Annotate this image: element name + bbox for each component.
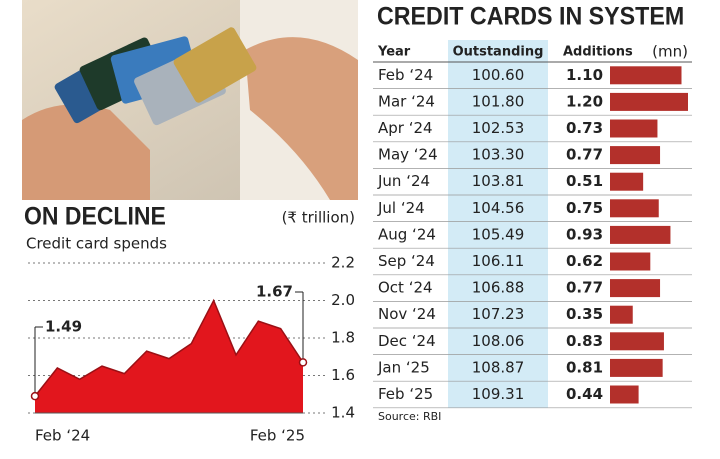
outstanding-column (448, 40, 548, 408)
bar (610, 92, 688, 111)
data-label: 1.67 (256, 283, 293, 301)
y-tick-label: 1.4 (331, 404, 355, 422)
year-label: Apr ‘24 (378, 119, 433, 137)
year-label: Aug ‘24 (378, 225, 436, 243)
column-header: Year (377, 45, 411, 60)
photo (22, 0, 358, 201)
outstanding-value: 103.30 (472, 146, 525, 164)
bar (610, 252, 651, 271)
year-label: Jan ‘25 (377, 358, 430, 376)
bar (610, 385, 639, 404)
year-label: Feb ‘24 (378, 66, 433, 84)
year-label: Jul ‘24 (377, 199, 425, 217)
additions-value: 0.77 (566, 146, 603, 164)
outstanding-value: 106.88 (472, 279, 525, 297)
outstanding-value: 103.81 (472, 172, 525, 190)
additions-value: 0.44 (566, 385, 603, 403)
area (35, 300, 303, 413)
year-label: Mar ‘24 (378, 92, 435, 110)
bar (610, 332, 664, 351)
year-label: Jun ‘24 (377, 172, 430, 190)
column-header: Additions (563, 45, 633, 60)
year-label: Oct ‘24 (378, 279, 433, 297)
outstanding-value: 108.06 (472, 332, 525, 350)
bar (610, 305, 633, 324)
end-marker (30, 391, 40, 401)
chart-title: CREDIT CARDS IN SYSTEM (377, 3, 684, 31)
bar (610, 172, 644, 191)
outstanding-value: 105.49 (472, 225, 525, 243)
bar (610, 358, 663, 377)
unit-label: (mn) (652, 43, 688, 61)
source: Source: RBI (378, 410, 441, 423)
additions-value: 0.62 (566, 252, 603, 270)
bar (610, 119, 658, 138)
outstanding-value: 109.31 (472, 385, 525, 403)
y-tick-label: 1.8 (331, 329, 355, 347)
year-label: May ‘24 (378, 146, 438, 164)
bar (610, 199, 659, 218)
chart-title: ON DECLINE (24, 203, 166, 231)
additions-value: 1.20 (566, 92, 603, 110)
outstanding-value: 101.80 (472, 92, 525, 110)
year-label: Sep ‘24 (378, 252, 435, 270)
outstanding-value: 108.87 (472, 358, 525, 376)
x-tick-label: Feb ‘25 (250, 427, 305, 445)
chart-subtitle: Credit card spends (26, 235, 167, 253)
year-label: Dec ‘24 (378, 332, 436, 350)
additions-value: 0.83 (566, 332, 603, 350)
line (34, 298, 304, 397)
column-header: Outstanding (453, 45, 544, 60)
additions-value: 0.51 (566, 172, 603, 190)
data-label: 1.49 (45, 318, 82, 336)
bar (610, 225, 671, 244)
outstanding-value: 104.56 (472, 199, 525, 217)
additions-value: 0.35 (566, 305, 603, 323)
bar (610, 66, 682, 85)
bar (610, 146, 661, 165)
additions-value: 0.75 (566, 199, 603, 217)
outstanding-value: 100.60 (472, 66, 525, 84)
outstanding-value: 102.53 (472, 119, 525, 137)
additions-value: 1.10 (566, 66, 603, 84)
y-tick-label: 1.6 (331, 366, 355, 384)
end-marker (298, 358, 308, 367)
bar (610, 279, 661, 298)
y-tick-label: 2.0 (331, 291, 355, 309)
additions-value: 0.93 (566, 225, 603, 243)
additions-value: 0.73 (566, 119, 603, 137)
outstanding-value: 107.23 (472, 305, 525, 323)
y-tick-label: 2.2 (331, 254, 355, 272)
year-label: Nov ‘24 (378, 305, 436, 323)
x-tick-label: Feb ‘24 (35, 427, 90, 445)
outstanding-value: 106.11 (472, 252, 525, 270)
additions-value: 0.77 (566, 279, 603, 297)
year-label: Feb ‘25 (378, 385, 433, 403)
unit-label: (₹ trillion) (282, 209, 355, 227)
additions-value: 0.81 (566, 358, 603, 376)
